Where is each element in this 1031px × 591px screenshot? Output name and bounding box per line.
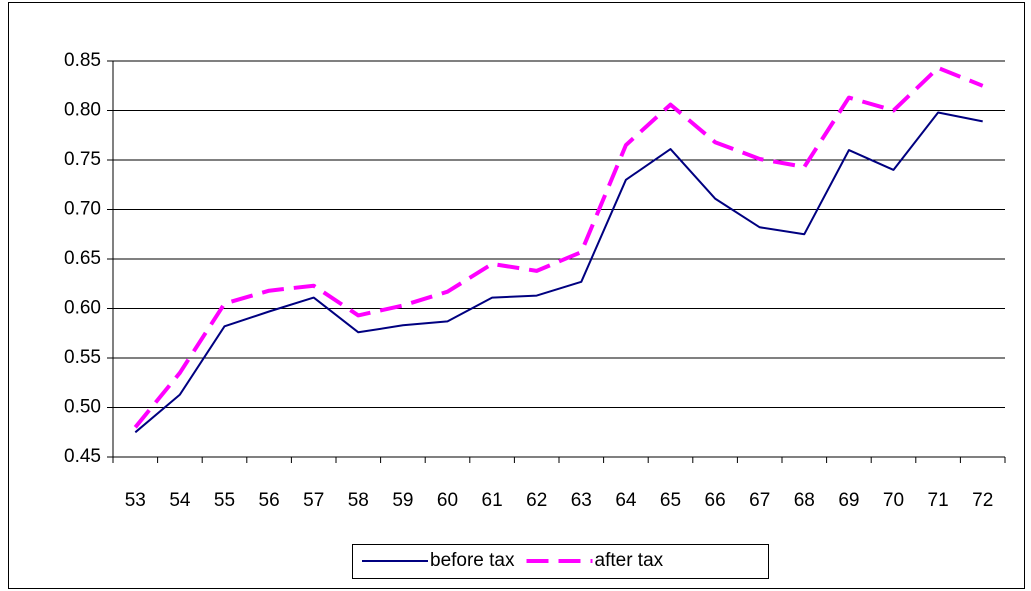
x-tick-label: 64 — [615, 490, 637, 511]
x-tick-label: 53 — [125, 490, 146, 511]
y-tick-label: 0.60 — [64, 298, 101, 319]
y-tick-label: 0.85 — [64, 50, 101, 71]
x-tick-label: 57 — [303, 490, 324, 511]
y-tick-label: 0.65 — [64, 248, 101, 269]
x-tick-label: 70 — [883, 490, 904, 511]
x-tick-label: 62 — [526, 490, 547, 511]
x-tick-label: 54 — [169, 490, 191, 511]
y-tick-label: 0.50 — [64, 397, 101, 418]
x-tick-label: 60 — [437, 490, 458, 511]
x-tick-label: 58 — [348, 490, 369, 511]
x-tick-label: 56 — [259, 490, 280, 511]
x-tick-label: 72 — [972, 490, 993, 511]
legend-label: after tax — [595, 550, 664, 571]
x-tick-label: 71 — [928, 490, 949, 511]
x-tick-label: 63 — [571, 490, 592, 511]
x-tick-label: 61 — [482, 490, 503, 511]
y-tick-label: 0.75 — [64, 149, 101, 170]
x-tick-label: 59 — [392, 490, 413, 511]
x-tick-label: 69 — [838, 490, 859, 511]
x-tick-label: 67 — [749, 490, 770, 511]
x-tick-label: 68 — [794, 490, 815, 511]
series-line — [133, 65, 984, 429]
x-tick-label: 55 — [214, 490, 235, 511]
y-tick-label: 0.45 — [64, 446, 101, 467]
y-tick-label: 0.55 — [64, 347, 101, 368]
legend-label: before tax — [430, 550, 515, 571]
x-tick-label: 65 — [660, 490, 681, 511]
y-tick-label: 0.70 — [64, 199, 101, 220]
series-line — [134, 111, 983, 434]
y-tick-label: 0.80 — [64, 100, 101, 121]
chart-border — [8, 2, 1025, 589]
x-tick-label: 66 — [705, 490, 726, 511]
